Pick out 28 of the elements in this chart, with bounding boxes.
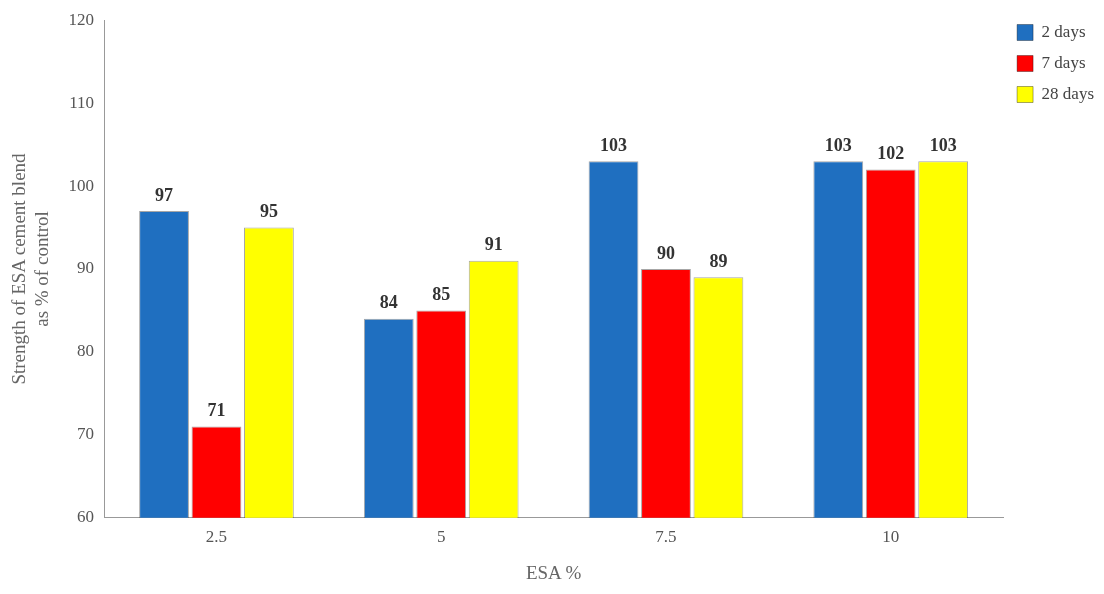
y-tick-label: 110 [69, 92, 95, 112]
data-label: 71 [207, 400, 226, 421]
legend-label: 2 days [1041, 21, 1086, 41]
y-tick-label: 60 [77, 507, 95, 527]
y-tick-label: 120 [68, 9, 95, 29]
x-tick-label: 10 [882, 527, 900, 547]
data-label: 103 [600, 134, 628, 155]
data-label: 85 [432, 284, 451, 305]
data-label: 84 [379, 292, 398, 313]
data-label: 97 [155, 184, 174, 205]
x-tick-label: 2.5 [205, 527, 228, 547]
data-label: 90 [656, 242, 675, 263]
data-label: 102 [877, 143, 905, 164]
legend-label: 28 days [1041, 83, 1095, 103]
data-label: 103 [929, 134, 957, 155]
y-tick-label: 100 [68, 175, 95, 195]
y-tick-label: 70 [77, 424, 95, 444]
x-tick-label: 7.5 [655, 527, 677, 547]
y-axis-title: Strength of ESA cement blend as % of control [8, 152, 53, 385]
x-axis-title: ESA % [525, 561, 582, 583]
data-label: 91 [484, 234, 503, 255]
data-label: 103 [824, 134, 852, 155]
y-tick-label: 90 [77, 258, 95, 278]
y-tick-label: 80 [77, 341, 95, 361]
x-tick-label: 5 [436, 527, 446, 547]
legend-label: 7 days [1041, 52, 1086, 72]
data-label: 95 [259, 201, 278, 222]
data-label: 89 [709, 250, 728, 271]
